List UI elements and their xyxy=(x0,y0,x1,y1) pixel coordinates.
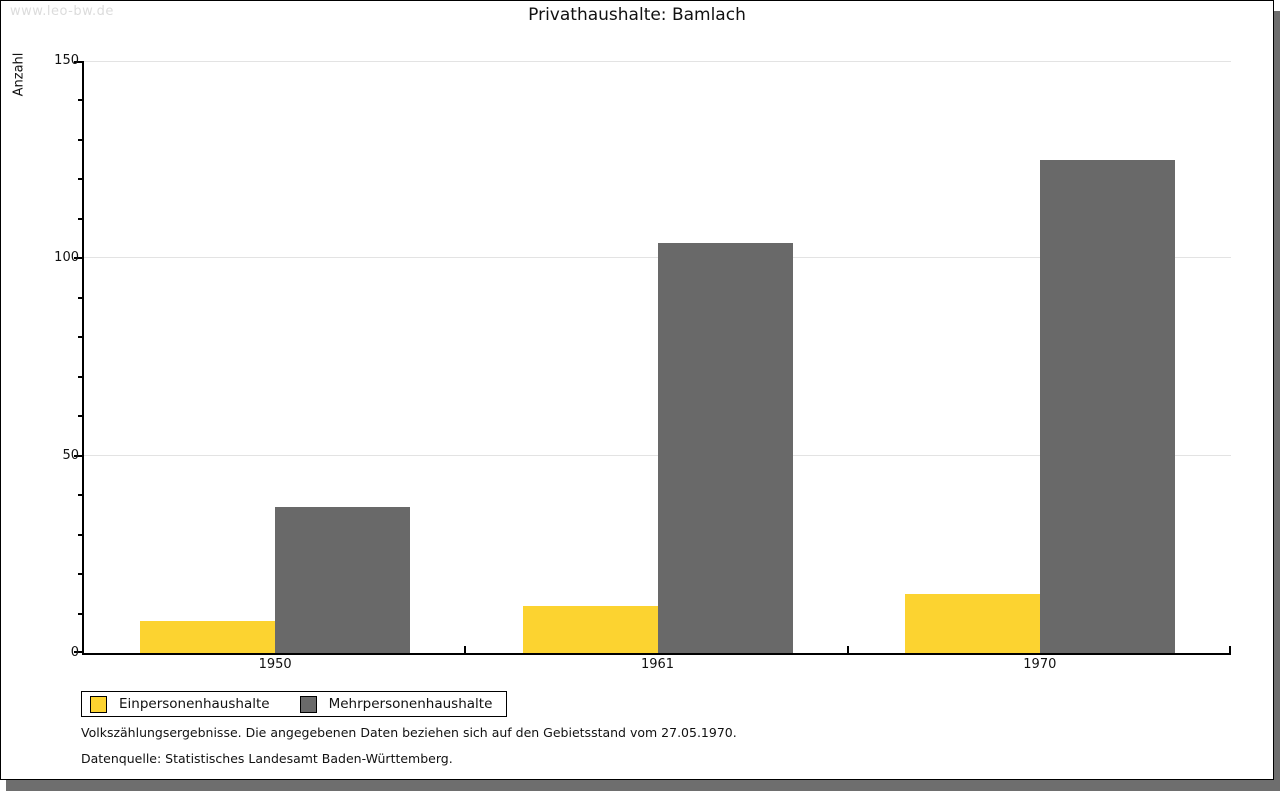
y-minor-tick xyxy=(78,217,84,220)
x-category-label: 1970 xyxy=(1023,657,1057,672)
y-major-tick xyxy=(74,61,84,63)
bar-einpersonenhaushalte-1961 xyxy=(522,606,658,653)
chart-title: Privathaushalte: Bamlach xyxy=(528,5,746,25)
legend-swatch-einpersonenhaushalte xyxy=(90,695,107,713)
y-major-tick xyxy=(74,651,84,653)
bar-mehrpersonenhaushalte-1961 xyxy=(657,243,793,653)
footnote-2: Datenquelle: Statistisches Landesamt Bad… xyxy=(81,751,453,766)
legend-swatch-mehrpersonenhaushalte xyxy=(299,695,317,713)
y-tick-label: 100 xyxy=(54,250,79,266)
y-tick-label: 0 xyxy=(70,645,79,660)
legend: Einpersonenhaushalte Mehrpersonenhaushal… xyxy=(81,691,508,717)
y-major-tick xyxy=(74,257,84,260)
legend-item: Einpersonenhaushalte xyxy=(90,695,270,713)
y-minor-tick xyxy=(78,178,84,181)
y-tick-label: 50 xyxy=(62,447,79,463)
y-minor-tick xyxy=(78,573,84,576)
legend-label: Mehrpersonenhaushalte xyxy=(328,696,493,712)
y-minor-tick xyxy=(78,375,84,378)
gridline xyxy=(84,61,1231,62)
legend-item: Mehrpersonenhaushalte xyxy=(299,695,493,713)
legend-label: Einpersonenhaushalte xyxy=(119,696,270,712)
bar-mehrpersonenhaushalte-1950 xyxy=(275,507,411,653)
y-axis-label: Anzahl xyxy=(11,52,27,97)
x-category-label: 1950 xyxy=(258,657,292,672)
y-minor-tick xyxy=(78,336,84,339)
y-minor-tick xyxy=(78,612,84,615)
watermark: www.leo-bw.de xyxy=(10,4,114,19)
x-tick xyxy=(1229,646,1231,653)
x-tick xyxy=(464,646,467,653)
bar-mehrpersonenhaushalte-1970 xyxy=(1039,160,1175,653)
x-tick xyxy=(846,646,849,653)
x-category-label: 1961 xyxy=(640,657,675,672)
y-minor-tick xyxy=(78,99,84,102)
y-tick-label: 150 xyxy=(54,53,79,68)
bar-einpersonenhaushalte-1950 xyxy=(140,621,276,653)
y-minor-tick xyxy=(78,415,84,418)
y-minor-tick xyxy=(78,533,84,536)
footnote-1: Volkszählungsergebnisse. Die angegebenen… xyxy=(81,725,737,740)
y-minor-tick xyxy=(78,138,84,141)
y-major-tick xyxy=(74,454,84,457)
y-minor-tick xyxy=(78,296,84,299)
y-minor-tick xyxy=(78,494,84,497)
plot-area: 1950 1961 1970 0 50 100 150 xyxy=(54,53,1231,672)
bar-einpersonenhaushalte-1970 xyxy=(904,594,1040,653)
